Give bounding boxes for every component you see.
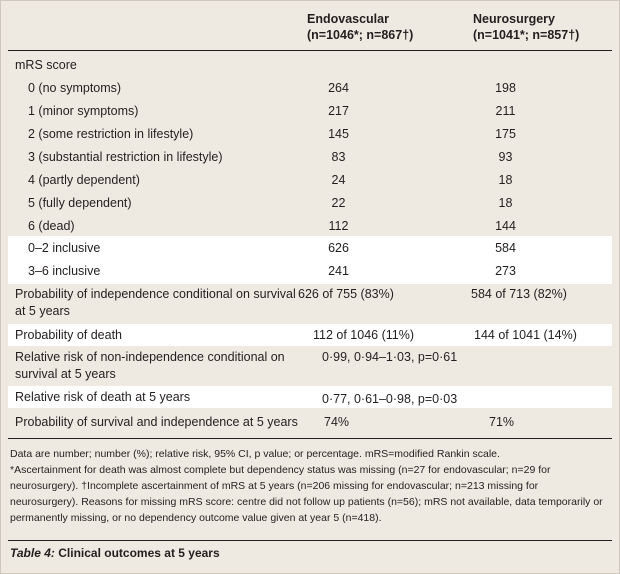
header-neurosurgery-n: (n=1041*; n=857†) [473, 28, 580, 42]
footnote-general: Data are number; number (%); relative ri… [10, 448, 500, 460]
combined-value: 0·99, 0·94–1·03, p=0·61 [322, 350, 458, 364]
neurosurgery-value: 144 [495, 219, 516, 233]
neurosurgery-value: 273 [495, 264, 516, 278]
footnote-ascertainment: *Ascertainment for death was almost comp… [10, 464, 603, 524]
endovascular-value: 626 of 755 (83%) [298, 287, 394, 301]
neurosurgery-value: 18 [498, 173, 513, 187]
header-neurosurgery: Neurosurgery (n=1041*; n=857†) [473, 11, 579, 43]
caption-label: Table 4: [10, 546, 55, 560]
endovascular-value: 112 [328, 219, 349, 233]
endovascular-value: 83 [331, 150, 346, 164]
row-label: Relative risk of death at 5 years [15, 390, 191, 404]
row-label: Probability of survival and independence… [15, 415, 298, 429]
neurosurgery-value: 144 of 1041 (14%) [474, 328, 577, 342]
table-row: Relative risk of death at 5 years 0·77, … [8, 386, 612, 408]
row-label: 5 (fully dependent) [28, 196, 132, 210]
combined-value: 0·77, 0·61–0·98, p=0·03 [322, 392, 458, 406]
neurosurgery-value: 584 [495, 241, 516, 255]
row-label: 0–2 inclusive [28, 241, 101, 255]
footnotes: Data are number; number (%); relative ri… [10, 446, 608, 526]
highlight-band [8, 236, 612, 284]
header-endovascular-title: Endovascular [307, 12, 389, 26]
section-label: mRS score [15, 58, 77, 72]
row-label: 4 (partly dependent) [28, 173, 140, 187]
row-label: 6 (dead) [28, 219, 75, 233]
endovascular-value: 112 of 1046 (11%) [313, 328, 414, 342]
row-label: 2 (some restriction in lifestyle) [28, 127, 194, 141]
neurosurgery-value: 71% [489, 415, 515, 429]
neurosurgery-value: 584 of 713 (82%) [471, 287, 567, 301]
endovascular-value: 74% [324, 415, 350, 429]
header-neurosurgery-title: Neurosurgery [473, 12, 555, 26]
row-label: Relative risk of non-independence condit… [15, 350, 285, 381]
endovascular-value: 24 [331, 173, 346, 187]
neurosurgery-value: 175 [495, 127, 516, 141]
neurosurgery-value: 18 [498, 196, 513, 210]
endovascular-value: 626 [328, 241, 349, 255]
neurosurgery-value: 211 [495, 104, 516, 118]
caption-rule [8, 540, 612, 541]
table-bottom-rule [8, 438, 612, 439]
header-endovascular-n: (n=1046*; n=867†) [307, 28, 414, 42]
row-label: 3 (substantial restriction in lifestyle) [28, 150, 223, 164]
row-label: 3–6 inclusive [28, 264, 101, 278]
table-row: Probability of death 112 of 1046 (11%) 1… [8, 324, 612, 346]
header-rule [8, 50, 612, 51]
row-label: 1 (minor symptoms) [28, 104, 139, 118]
header-endovascular: Endovascular (n=1046*; n=867†) [307, 11, 413, 43]
endovascular-value: 22 [331, 196, 346, 210]
neurosurgery-value: 198 [495, 81, 516, 95]
row-label: 0 (no symptoms) [28, 81, 122, 95]
neurosurgery-value: 93 [498, 150, 513, 164]
endovascular-value: 217 [328, 104, 349, 118]
caption-text: Clinical outcomes at 5 years [54, 546, 220, 560]
table-row: Probability of independence conditional … [8, 286, 612, 322]
endovascular-value: 264 [328, 81, 349, 95]
endovascular-value: 145 [328, 127, 349, 141]
table-row: Relative risk of non-independence condit… [8, 349, 612, 385]
row-label: Probability of independence conditional … [15, 287, 296, 318]
table-caption: Table 4: Clinical outcomes at 5 years [10, 546, 220, 560]
endovascular-value: 241 [328, 264, 349, 278]
row-label: Probability of death [15, 328, 123, 342]
